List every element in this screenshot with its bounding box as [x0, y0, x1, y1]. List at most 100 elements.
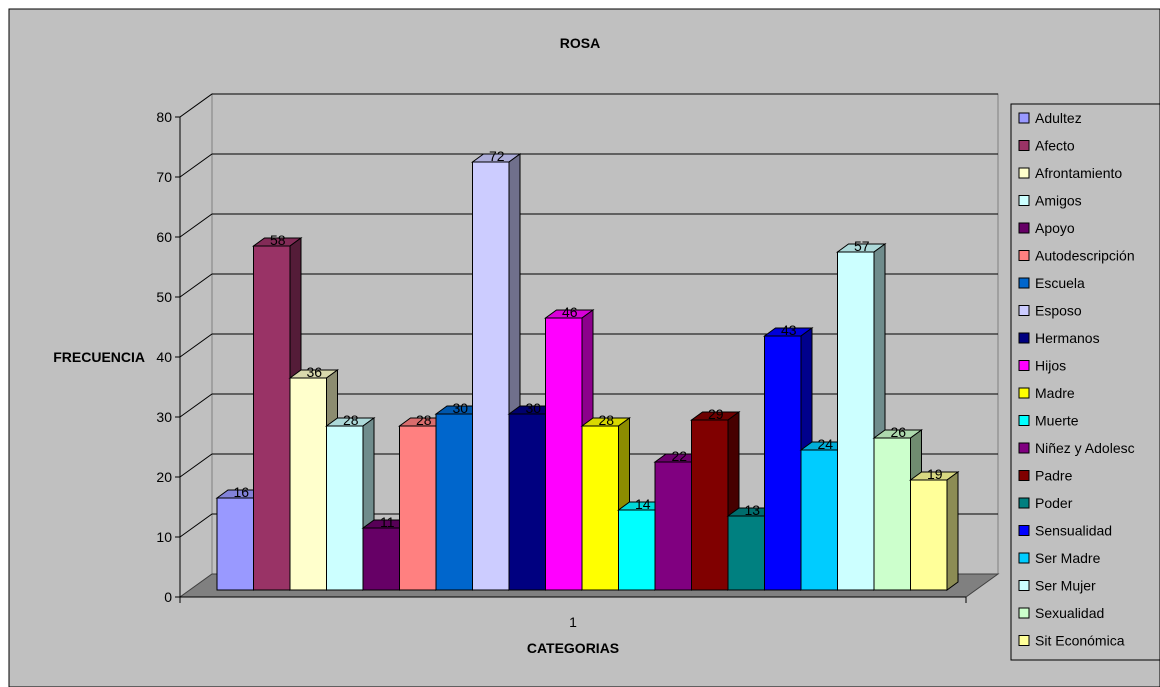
data-label: 24	[817, 436, 833, 452]
bar-front	[435, 413, 473, 591]
bar-front	[873, 437, 911, 591]
data-label: 28	[343, 412, 359, 428]
legend-swatch	[1018, 167, 1030, 179]
bar-front	[289, 377, 327, 591]
legend-entry: Esposo	[1035, 303, 1082, 319]
data-label: 58	[270, 232, 286, 248]
legend-entry: Apoyo	[1035, 220, 1075, 236]
data-label: 28	[416, 412, 432, 428]
y-tick-label: 70	[156, 169, 172, 185]
data-label: 14	[635, 496, 651, 512]
legend-swatch	[1018, 415, 1030, 426]
bar-front	[800, 449, 838, 591]
legend-swatch	[1018, 140, 1030, 151]
legend-entry: Escuela	[1035, 275, 1085, 291]
x-category-label: 1	[569, 614, 577, 630]
data-label: 11	[380, 514, 395, 530]
bar-side	[946, 471, 959, 591]
y-axis-label: FRECUENCIA	[53, 349, 145, 365]
bar-sit-econ-mica: 19	[908, 466, 960, 591]
legend-box	[1010, 103, 1160, 661]
data-label: 72	[489, 148, 505, 164]
gridline	[179, 273, 998, 298]
legend-entry: Muerte	[1035, 413, 1079, 429]
bar-front	[326, 425, 364, 591]
legend-swatch	[1018, 360, 1030, 371]
legend-entry: Ser Madre	[1035, 550, 1101, 566]
legend-entry: Sit Económica	[1035, 633, 1125, 649]
legend-entry: Hijos	[1035, 358, 1066, 374]
data-label: 22	[671, 448, 687, 464]
y-tick-label: 50	[156, 289, 172, 305]
chart-title: ROSA	[560, 35, 600, 51]
legend-swatch	[1018, 580, 1030, 591]
legend-entry: Autodescripción	[1035, 248, 1135, 264]
legend-entry: Afrontamiento	[1035, 165, 1122, 181]
legend-entry: Poder	[1035, 495, 1073, 511]
bar-front	[837, 251, 875, 591]
data-label: 46	[562, 304, 578, 320]
bar-front	[545, 317, 583, 591]
legend-entry: Niñez y Adolesc	[1035, 440, 1135, 456]
gridline	[179, 393, 998, 418]
y-tick-label: 80	[156, 109, 172, 125]
x-axis-label: CATEGORIAS	[527, 640, 619, 656]
y-tick-label: 20	[156, 469, 172, 485]
data-label: 26	[890, 424, 906, 440]
legend-swatch	[1018, 552, 1030, 564]
bar-front	[216, 497, 254, 591]
data-label: 30	[452, 400, 468, 416]
legend-swatch	[1018, 195, 1030, 206]
legend-swatch	[1018, 277, 1030, 289]
legend-swatch	[1018, 635, 1030, 646]
legend-entry: Amigos	[1035, 193, 1082, 209]
data-label: 13	[744, 502, 760, 518]
data-label: 43	[781, 322, 797, 338]
bar-front	[362, 527, 400, 591]
bar-front	[472, 161, 510, 591]
data-label: 28	[598, 412, 614, 428]
gridline	[179, 333, 998, 358]
legend-entry: Ser Mujer	[1035, 578, 1096, 594]
bar-front	[654, 461, 692, 591]
legend-swatch	[1018, 525, 1030, 536]
legend-entry: Padre	[1035, 468, 1073, 484]
bar-front	[764, 335, 802, 591]
data-label: 30	[525, 400, 541, 416]
bar-front	[618, 509, 656, 591]
legend-swatch	[1018, 112, 1030, 124]
data-label: 19	[927, 466, 943, 482]
gridline	[179, 153, 998, 178]
bar-sexualidad: 26	[872, 424, 924, 591]
data-label: 16	[233, 484, 249, 500]
legend-swatch	[1018, 607, 1030, 619]
bar-front	[691, 419, 729, 591]
legend-swatch	[1018, 250, 1030, 261]
gridline	[179, 93, 998, 118]
data-label: 57	[854, 238, 870, 254]
legend-swatch	[1018, 387, 1030, 399]
data-label: 29	[708, 406, 724, 422]
legend-swatch	[1018, 222, 1030, 234]
bar-front	[910, 479, 948, 591]
gridline	[179, 213, 998, 238]
legend-swatch	[1018, 332, 1030, 344]
y-tick-label: 10	[156, 529, 172, 545]
bar-front	[727, 515, 765, 591]
data-label: 36	[306, 364, 322, 380]
legend-entry: Sensualidad	[1035, 523, 1112, 539]
legend-swatch	[1018, 442, 1030, 454]
y-tick-label: 30	[156, 409, 172, 425]
bar-front	[508, 413, 546, 591]
legend-swatch	[1018, 305, 1030, 316]
legend-entry: Madre	[1035, 385, 1075, 401]
legend-entry: Hermanos	[1035, 330, 1100, 346]
bar-front	[399, 425, 437, 591]
y-tick-label: 40	[156, 349, 172, 365]
legend-entry: Adultez	[1035, 110, 1082, 126]
y-tick-label: 0	[164, 589, 172, 605]
legend-swatch	[1018, 470, 1030, 481]
legend-swatch	[1018, 497, 1030, 509]
bar-front	[253, 245, 291, 591]
